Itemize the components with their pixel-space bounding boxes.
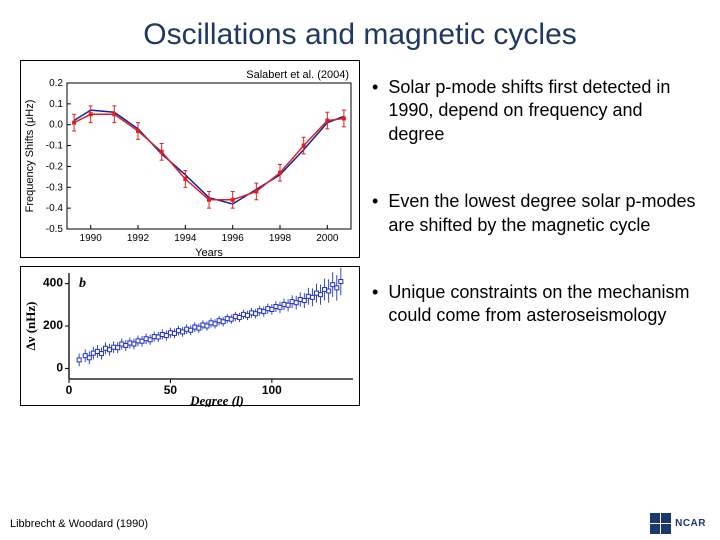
bullet-3: • Unique constraints on the mechanism co… bbox=[372, 281, 700, 328]
svg-text:100: 100 bbox=[262, 383, 282, 397]
bullet-dot-icon: • bbox=[372, 76, 378, 146]
svg-text:400: 400 bbox=[43, 276, 63, 290]
svg-text:-0.4: -0.4 bbox=[46, 203, 64, 214]
bullet-3-text: Unique constraints on the mechanism coul… bbox=[388, 281, 700, 328]
svg-text:2000: 2000 bbox=[316, 233, 339, 244]
ncar-logo-text: NCAR bbox=[675, 518, 706, 529]
page-title: Oscillations and magnetic cycles bbox=[0, 0, 720, 60]
svg-text:-0.5: -0.5 bbox=[46, 224, 64, 235]
svg-text:Degree (l): Degree (l) bbox=[189, 393, 244, 407]
svg-text:-0.2: -0.2 bbox=[46, 161, 64, 172]
svg-text:b: b bbox=[79, 276, 86, 291]
svg-text:-0.3: -0.3 bbox=[46, 182, 64, 193]
bullet-dot-icon: • bbox=[372, 281, 378, 328]
svg-text:50: 50 bbox=[164, 383, 178, 397]
chart1-citation: Salabert et al. (2004) bbox=[246, 69, 349, 81]
bullets-column: • Solar p-mode shifts first detected in … bbox=[372, 60, 700, 406]
svg-text:1998: 1998 bbox=[269, 233, 292, 244]
svg-text:0: 0 bbox=[66, 383, 73, 397]
bullet-1-text: Solar p-mode shifts first detected in 19… bbox=[388, 76, 700, 146]
svg-text:0: 0 bbox=[56, 360, 63, 374]
ncar-logo: NCAR bbox=[650, 513, 706, 534]
bullet-2-text: Even the lowest degree solar p-modes are… bbox=[388, 190, 700, 237]
ncar-logo-icon bbox=[650, 513, 671, 534]
svg-text:1990: 1990 bbox=[80, 233, 103, 244]
chart-frequency-shifts: Salabert et al. (2004) -0.5-0.4-0.3-0.2-… bbox=[20, 60, 360, 258]
svg-text:-0.1: -0.1 bbox=[46, 141, 64, 152]
svg-text:Years: Years bbox=[195, 247, 223, 259]
chart2-svg: 0 200 400 0 50 100 Degree (l) Δν (nHz) b bbox=[21, 267, 361, 407]
svg-text:1992: 1992 bbox=[127, 233, 150, 244]
bottom-citation: Libbrecht & Woodard (1990) bbox=[10, 518, 148, 530]
svg-text:1996: 1996 bbox=[222, 233, 245, 244]
svg-text:Δν (nHz): Δν (nHz) bbox=[23, 302, 38, 351]
chart1-svg: -0.5 -0.4 -0.3 -0.2 -0.1 0.0 0.1 0.2 1990 1992 199… bbox=[21, 61, 361, 259]
charts-column: Salabert et al. (2004) -0.5-0.4-0.3-0.2-… bbox=[20, 60, 360, 406]
bullet-dot-icon: • bbox=[372, 190, 378, 237]
bullet-2: • Even the lowest degree solar p-modes a… bbox=[372, 190, 700, 237]
content-area: Salabert et al. (2004) -0.5-0.4-0.3-0.2-… bbox=[0, 60, 720, 406]
svg-text:200: 200 bbox=[43, 318, 63, 332]
svg-text:0.1: 0.1 bbox=[49, 99, 63, 110]
chart-degree-dnu: 0 200 400 0 50 100 Degree (l) Δν (nHz) b bbox=[20, 266, 360, 406]
svg-text:Frequency Shifts (μHz): Frequency Shifts (μHz) bbox=[24, 100, 36, 213]
svg-text:1994: 1994 bbox=[174, 233, 197, 244]
svg-text:0.0: 0.0 bbox=[49, 120, 63, 131]
bullet-1: • Solar p-mode shifts first detected in … bbox=[372, 76, 700, 146]
svg-text:0.2: 0.2 bbox=[49, 78, 63, 89]
